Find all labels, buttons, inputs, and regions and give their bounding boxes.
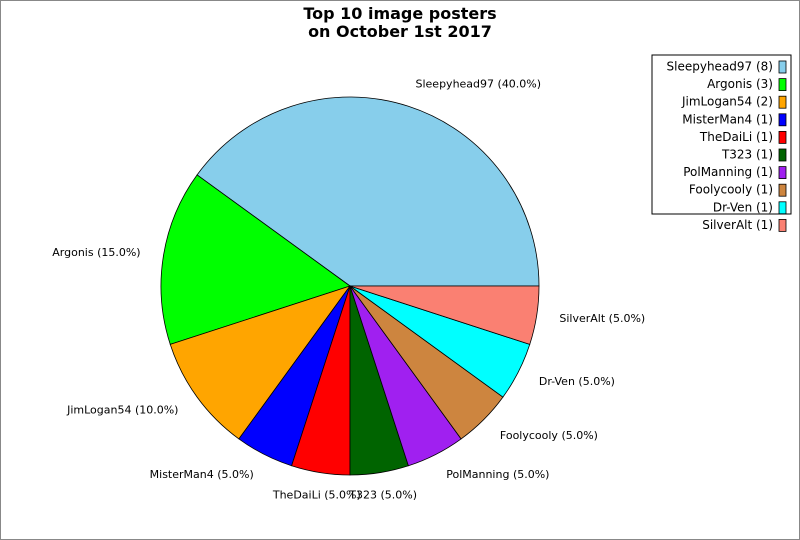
- legend-entry-label: Argonis (3): [707, 77, 773, 91]
- legend-box: [651, 54, 792, 215]
- legend-entry-label: Dr-Ven (1): [713, 200, 773, 214]
- legend-swatch: [778, 60, 787, 74]
- legend-swatch: [778, 148, 787, 162]
- legend-entry-label: SilverAlt (1): [702, 218, 773, 232]
- slice-label: JimLogan54 (10.0%): [66, 404, 178, 417]
- legend-entry-label: T323 (1): [721, 148, 773, 162]
- legend-entry-label: PolManning (1): [683, 165, 773, 179]
- legend-swatch: [778, 166, 787, 180]
- slice-label: Sleepyhead97 (40.0%): [416, 77, 542, 90]
- legend-swatch: [778, 95, 787, 109]
- slice-label: TheDaiLi (5.0%): [272, 488, 361, 501]
- slice-label: MisterMan4 (5.0%): [150, 468, 254, 481]
- slice-label: Dr-Ven (5.0%): [539, 375, 615, 388]
- pie-slice-sleepyhead97: [196, 96, 540, 287]
- legend-swatch: [778, 113, 787, 127]
- legend-entry-label: Sleepyhead97 (8): [667, 60, 773, 74]
- legend-swatch: [778, 218, 787, 232]
- legend-swatch: [778, 183, 787, 197]
- legend-entry-label: JimLogan54 (2): [681, 95, 773, 109]
- legend-swatch: [778, 78, 787, 91]
- legend: Sleepyhead97 (8) Argonis (3) JimLogan54 (2…: [651, 54, 792, 232]
- legend-swatch: [778, 201, 787, 215]
- slice-label: Argonis (15.0%): [52, 246, 140, 259]
- slice-label: T323 (5.0%): [348, 488, 417, 501]
- pie-slice-jimlogan54: [169, 285, 352, 440]
- chart-title-line-1: Top 10 image posters: [303, 4, 496, 23]
- legend-swatch: [778, 130, 787, 144]
- legend-entry-label: MisterMan4 (1): [682, 112, 773, 126]
- legend-entry-label: TheDaiLi (1): [699, 130, 773, 144]
- slice-label: SilverAlt (5.0%): [559, 312, 645, 325]
- slice-label: PolManning (5.0%): [446, 468, 549, 481]
- pie-slice-silveralt: [349, 285, 540, 345]
- legend-entry-label: Foolycooly (1): [689, 183, 773, 197]
- slice-label: Foolycooly (5.0%): [500, 429, 598, 442]
- chart-title-line-2: on October 1st 2017: [308, 22, 492, 41]
- pie-slice-argonis: [160, 174, 351, 345]
